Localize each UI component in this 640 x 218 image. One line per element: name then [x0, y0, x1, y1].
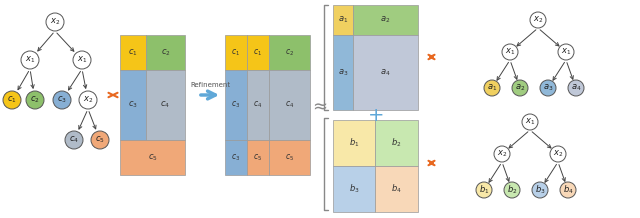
Text: $c_5$: $c_5$	[253, 152, 262, 163]
Circle shape	[504, 182, 520, 198]
Text: $c_1$: $c_1$	[232, 47, 241, 58]
Text: $c_4$: $c_4$	[161, 100, 170, 110]
Circle shape	[532, 182, 548, 198]
Text: $b_3$: $b_3$	[534, 184, 545, 196]
Text: $c_1$: $c_1$	[128, 47, 138, 58]
Text: $x_2$: $x_2$	[83, 95, 93, 105]
Bar	[225, 70, 247, 140]
Circle shape	[21, 51, 39, 69]
Bar	[269, 35, 310, 70]
Text: $a_4$: $a_4$	[571, 83, 581, 93]
Circle shape	[53, 91, 71, 109]
Bar	[375, 120, 418, 166]
Text: $\approx$: $\approx$	[308, 96, 327, 114]
Text: $x_1$: $x_1$	[525, 117, 535, 127]
Circle shape	[476, 182, 492, 198]
Text: $x_2$: $x_2$	[533, 15, 543, 25]
Bar	[247, 70, 269, 140]
Text: $c_5$: $c_5$	[285, 152, 294, 163]
Bar	[120, 35, 146, 70]
Text: $a_3$: $a_3$	[543, 83, 553, 93]
Bar	[333, 166, 375, 212]
Circle shape	[494, 146, 510, 162]
Bar	[333, 35, 353, 110]
Bar	[333, 5, 353, 35]
Bar	[247, 140, 269, 175]
Bar	[353, 5, 418, 35]
Text: $x_1$: $x_1$	[505, 47, 515, 57]
Bar	[146, 70, 185, 140]
Bar	[120, 70, 146, 140]
Text: Refinement: Refinement	[190, 82, 230, 88]
Circle shape	[558, 44, 574, 60]
Text: $x_2$: $x_2$	[553, 149, 563, 159]
Circle shape	[73, 51, 91, 69]
Circle shape	[26, 91, 44, 109]
Circle shape	[91, 131, 109, 149]
Text: $x_1$: $x_1$	[561, 47, 571, 57]
Text: $a_3$: $a_3$	[338, 67, 348, 78]
Circle shape	[540, 80, 556, 96]
Circle shape	[484, 80, 500, 96]
Text: $b_2$: $b_2$	[507, 184, 517, 196]
Circle shape	[512, 80, 528, 96]
Text: $c_1$: $c_1$	[253, 47, 262, 58]
Circle shape	[46, 13, 64, 31]
Text: $+$: $+$	[367, 106, 383, 124]
Circle shape	[550, 146, 566, 162]
Text: $x_2$: $x_2$	[50, 17, 60, 27]
Bar	[333, 120, 375, 166]
Text: $a_2$: $a_2$	[380, 15, 390, 25]
Text: $c_5$: $c_5$	[148, 152, 157, 163]
Text: $b_3$: $b_3$	[349, 183, 359, 195]
Text: $c_2$: $c_2$	[30, 95, 40, 105]
Bar	[269, 140, 310, 175]
Text: $b_1$: $b_1$	[349, 137, 359, 149]
Text: $b_1$: $b_1$	[479, 184, 489, 196]
Text: $a_2$: $a_2$	[515, 83, 525, 93]
Text: $c_5$: $c_5$	[95, 135, 105, 145]
Text: $c_1$: $c_1$	[7, 95, 17, 105]
Bar	[247, 35, 269, 70]
Text: $x_1$: $x_1$	[25, 55, 35, 65]
Bar	[225, 35, 247, 70]
Text: $c_3$: $c_3$	[57, 95, 67, 105]
Circle shape	[65, 131, 83, 149]
Text: $c_3$: $c_3$	[232, 100, 241, 110]
Text: $c_4$: $c_4$	[253, 100, 262, 110]
Text: $c_4$: $c_4$	[285, 100, 294, 110]
Text: $a_1$: $a_1$	[487, 83, 497, 93]
Bar	[375, 166, 418, 212]
Circle shape	[3, 91, 21, 109]
Text: $c_3$: $c_3$	[232, 152, 241, 163]
Text: $x_1$: $x_1$	[77, 55, 87, 65]
Bar	[353, 35, 418, 110]
Text: $b_4$: $b_4$	[563, 184, 573, 196]
Text: $c_2$: $c_2$	[285, 47, 294, 58]
Circle shape	[568, 80, 584, 96]
Bar	[120, 140, 185, 175]
Bar	[269, 70, 310, 140]
Text: $x_2$: $x_2$	[497, 149, 507, 159]
Bar	[225, 140, 247, 175]
Text: $c_3$: $c_3$	[128, 100, 138, 110]
Circle shape	[502, 44, 518, 60]
Circle shape	[560, 182, 576, 198]
Circle shape	[530, 12, 546, 28]
Bar	[146, 35, 185, 70]
Circle shape	[79, 91, 97, 109]
Text: $a_4$: $a_4$	[380, 67, 391, 78]
Text: $c_4$: $c_4$	[69, 135, 79, 145]
Text: $a_1$: $a_1$	[338, 15, 348, 25]
Text: $b_2$: $b_2$	[391, 137, 402, 149]
Circle shape	[522, 114, 538, 130]
Text: $c_2$: $c_2$	[161, 47, 170, 58]
Text: $b_4$: $b_4$	[391, 183, 402, 195]
